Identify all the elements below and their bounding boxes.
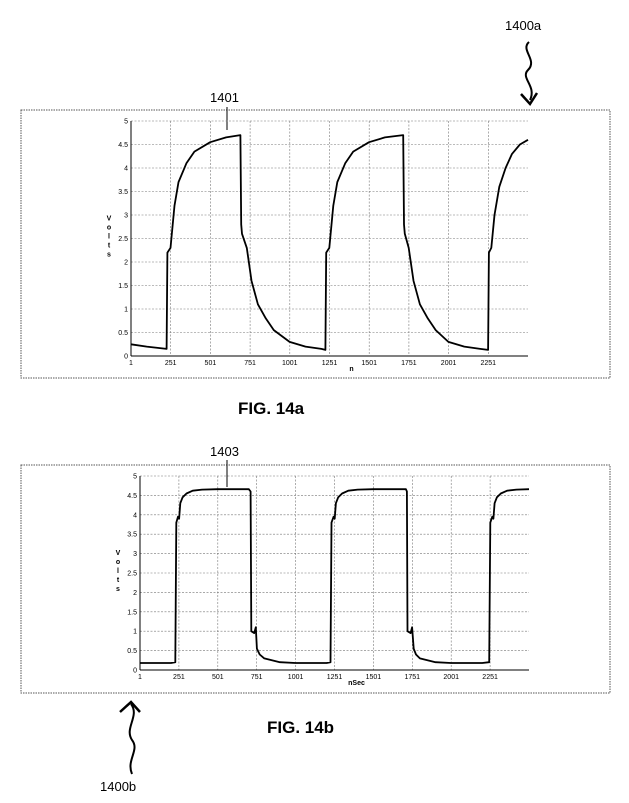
plot-area-14a: 00.511.522.533.544.551 251 501 751 1001 1251 1…: [107, 119, 529, 373]
ref-label-1400b: 1400b: [100, 779, 136, 794]
y-tick-label: 0.5: [118, 330, 128, 337]
x-tick-label: 251: [165, 360, 177, 367]
x-tick-label: 1751: [401, 360, 417, 367]
x-tick-label: 751: [251, 674, 263, 681]
x-tick-label: 251: [173, 674, 185, 681]
x-axis-label: nSec: [348, 680, 365, 687]
series-line: [130, 134, 529, 351]
x-tick-label: 1: [129, 360, 133, 367]
caption-14b: FIG. 14b: [267, 718, 334, 737]
caption-14a: FIG. 14a: [238, 399, 305, 418]
y-tick-label: 1.5: [118, 283, 128, 290]
x-tick-label: 751: [244, 360, 256, 367]
ref-arrow-1400a: [524, 41, 533, 101]
y-tick-label: 3: [124, 213, 128, 220]
y-tick-label: 0: [124, 354, 128, 361]
y-tick-label: 2.5: [118, 236, 128, 243]
x-tick-label: 1001: [282, 360, 298, 367]
chart-border-14a: [20, 109, 611, 379]
x-tick-label: 1501: [361, 360, 377, 367]
y-tick-label: 1: [133, 629, 137, 636]
figure-14a: 1400a 1401 00.511.522.533.544.551 251 501 7…: [20, 18, 611, 418]
x-tick-label: 1501: [366, 674, 382, 681]
curve-label-1401: 1401: [210, 90, 239, 105]
y-tick-label: 5: [124, 119, 128, 126]
y-tick-label: 4: [133, 512, 137, 519]
x-tick-label: 501: [212, 674, 224, 681]
x-tick-label: 1001: [288, 674, 304, 681]
y-tick-label: 4.5: [118, 142, 128, 149]
y-tick-label: 4: [124, 166, 128, 173]
x-tick-label: 1251: [327, 674, 343, 681]
x-tick-label: 501: [205, 360, 217, 367]
y-tick-label: 5: [133, 474, 137, 481]
curve-label-1403: 1403: [210, 444, 239, 459]
x-tick-label: 2001: [441, 360, 457, 367]
y-tick-label: 0.5: [127, 648, 137, 655]
plot-area-14b: 00.511.522.533.544.551 251 501 751 1001 1251 1…: [116, 474, 530, 687]
x-axis-label: n: [349, 366, 353, 373]
ref-arrowhead-1400a: [520, 92, 539, 107]
x-tick-label: 2251: [481, 360, 497, 367]
chart-border-14b: [20, 464, 611, 694]
x-tick-label: 1251: [322, 360, 338, 367]
series-line: [140, 488, 530, 664]
y-tick-label: 2.5: [127, 571, 137, 578]
y-tick-label: 3.5: [127, 532, 137, 539]
x-tick-label: 2251: [482, 674, 498, 681]
y-tick-label: 4.5: [127, 493, 137, 500]
ref-label-1400a: 1400a: [505, 18, 542, 33]
y-tick-label: 2: [124, 260, 128, 267]
x-tick-label: 1751: [405, 674, 421, 681]
y-tick-label: 3: [133, 551, 137, 558]
x-tick-label: 2001: [443, 674, 459, 681]
x-tick-label: 1: [138, 674, 142, 681]
ref-arrowhead-1400b: [119, 700, 141, 713]
ref-arrow-1400b: [128, 703, 136, 775]
y-tick-label: 3.5: [118, 189, 128, 196]
y-tick-label: 2: [133, 590, 137, 597]
y-tick-label: 0: [133, 668, 137, 675]
figure-14b: 1403 00.511.522.533.544.551 251 501 751 1001…: [20, 444, 611, 794]
y-tick-label: 1.5: [127, 609, 137, 616]
y-tick-label: 1: [124, 307, 128, 314]
